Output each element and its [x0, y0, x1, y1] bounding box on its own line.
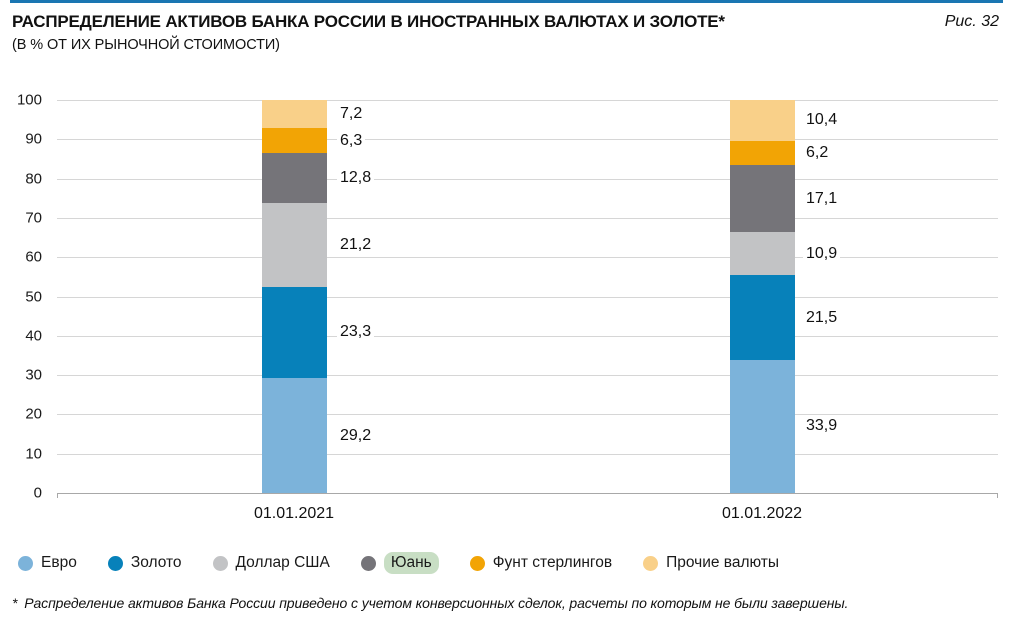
legend-label: Доллар США: [235, 554, 330, 571]
value-label: 6,3: [337, 130, 366, 151]
plot-area: 29,2 23,3 21,2 12,8 6,3 7,2 01.01.2021 33,9 21,5…: [57, 100, 998, 522]
gridline: [57, 257, 998, 259]
x-axis-line: [57, 493, 998, 494]
legend-item: Юань: [360, 552, 439, 574]
legend-label: Фунт стерлингов: [492, 554, 613, 571]
bar-segment: [261, 203, 327, 287]
chart-header: РАСПРЕДЕЛЕНИЕ АКТИВОВ БАНКА РОССИИ В ИНО…: [12, 12, 999, 32]
chart-title: РАСПРЕДЕЛЕНИЕ АКТИВОВ БАНКА РОССИИ В ИНО…: [12, 12, 725, 31]
bar-segment: [729, 165, 795, 233]
legend-item: Прочие валюты: [643, 554, 779, 572]
value-label: 21,5: [803, 307, 841, 328]
legend-item: Доллар США: [212, 554, 330, 572]
legend-swatch-icon: [469, 555, 485, 571]
accent-top-rule: [10, 0, 1003, 3]
gridline: [57, 100, 998, 101]
y-tick-label: 70: [25, 209, 42, 227]
y-tick-label: 50: [25, 288, 42, 305]
value-label: 17,1: [803, 188, 841, 209]
bar-segment: [729, 140, 795, 166]
bar-segment: [729, 359, 795, 493]
value-label: 12,8: [337, 168, 375, 189]
chart-legend: Евро Золото Доллар США Юань Фунт стерлингов П…: [18, 552, 779, 574]
chart-subtitle: (В % ОТ ИХ РЫНОЧНОЙ СТОИМОСТИ): [12, 37, 280, 53]
legend-label: Юань: [383, 552, 439, 574]
y-tick-label: 100: [16, 91, 42, 109]
y-tick-label: 30: [25, 366, 42, 384]
gridline: [57, 375, 998, 377]
bar-segment: [261, 100, 327, 129]
value-label: 10,4: [803, 110, 841, 131]
figure-number-label: Рис. 32: [944, 13, 999, 30]
bar-segment: [261, 286, 327, 379]
gridline: [57, 139, 998, 141]
x-tick-label: 01.01.2022: [721, 505, 803, 522]
bar-segment: [261, 378, 327, 493]
legend-swatch-icon: [18, 555, 33, 571]
gridline: [57, 453, 998, 455]
legend-swatch-icon: [107, 555, 123, 571]
legend-swatch-icon: [643, 555, 659, 571]
legend-label: Евро: [41, 554, 77, 571]
y-tick-label: 40: [25, 327, 42, 345]
bar-segment: [261, 128, 327, 154]
y-tick-label: 90: [25, 130, 42, 148]
y-tick-label: 80: [25, 170, 42, 188]
gridline: [57, 178, 998, 180]
bar-segment: [729, 100, 795, 141]
gridline: [57, 296, 998, 298]
legend-item: Фунт стерлингов: [469, 554, 613, 572]
value-label: 10,9: [803, 243, 841, 264]
axis-end-tick: [57, 493, 58, 498]
value-label: 7,2: [337, 104, 366, 125]
y-tick-label: 60: [25, 248, 42, 266]
value-label: 21,2: [337, 235, 375, 256]
axis-end-tick: [997, 493, 998, 498]
value-label: 29,2: [337, 425, 375, 446]
legend-label: Золото: [130, 554, 182, 571]
legend-item: Золото: [107, 554, 182, 572]
legend-item: Евро: [18, 554, 77, 572]
y-tick-label: 20: [25, 405, 42, 423]
footnote: * Распределение активов Банка России при…: [12, 595, 849, 611]
gridline: [57, 414, 998, 416]
value-label: 6,2: [803, 143, 832, 164]
bar-segment: [261, 153, 327, 204]
gridline: [57, 335, 998, 337]
y-axis: 0 10 20 30 40 50 60 70 80 90 100: [0, 92, 42, 502]
value-label: 23,3: [337, 322, 375, 343]
legend-swatch-icon: [212, 555, 228, 571]
value-label: 33,9: [803, 416, 841, 437]
legend-label: Прочие валюты: [666, 554, 780, 571]
x-tick-label: 01.01.2021: [253, 505, 335, 522]
y-tick-label: 0: [33, 484, 42, 502]
y-tick-label: 10: [25, 445, 42, 463]
bar-segment: [729, 232, 795, 276]
legend-swatch-icon: [360, 555, 376, 571]
gridline: [57, 217, 998, 219]
bar-segment: [729, 275, 795, 360]
